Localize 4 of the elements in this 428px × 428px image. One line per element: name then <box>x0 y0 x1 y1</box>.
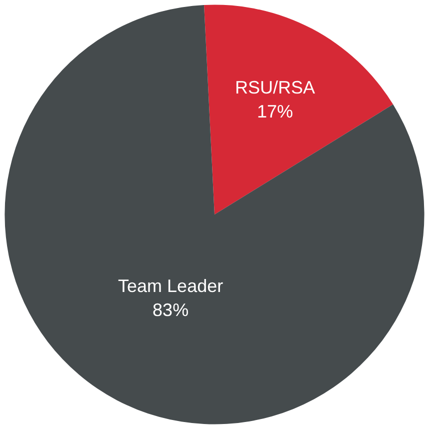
slice-label: Team Leader <box>118 276 224 296</box>
data-label: 83% <box>152 300 189 320</box>
slice-label: RSU/RSA <box>235 77 316 98</box>
data-label: 17% <box>257 101 294 122</box>
